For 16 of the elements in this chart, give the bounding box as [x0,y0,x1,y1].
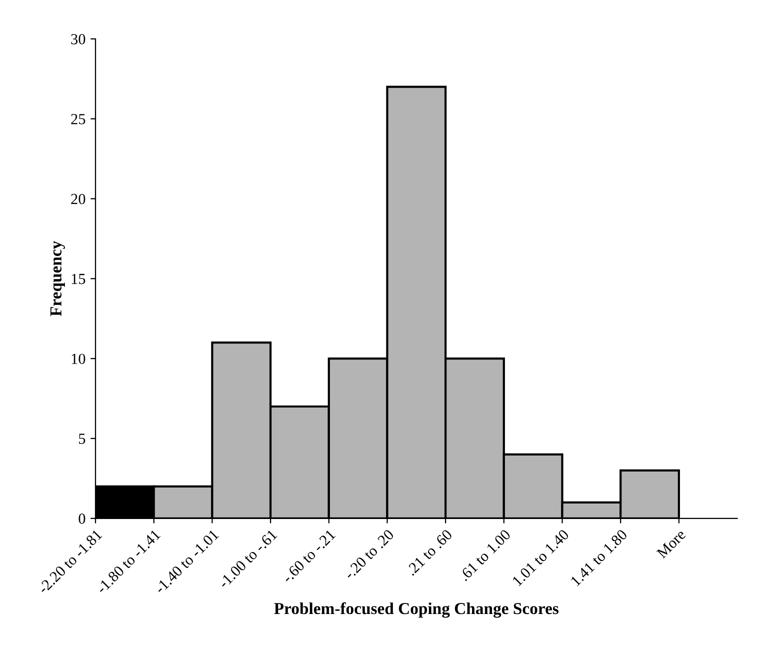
x-tick-label: -.60 to -.21 [282,529,336,584]
y-tick-label: 15 [72,274,86,284]
x-tick-label: 1.41 to 1.80 [570,528,628,586]
x-tick-label: 1.01 to 1.40 [512,528,570,586]
y-tick-label: 30 [71,34,86,44]
y-tick-label: 5 [79,434,86,444]
y-tick-label: 0 [78,514,86,524]
x-tick-label: .21 to .60 [406,528,453,576]
y-axis-title: Frequency [50,240,65,316]
y-tick-label: 10 [72,354,86,364]
x-tick-label: .61 to 1.00 [458,528,512,582]
y-tick-label: 25 [71,114,86,124]
y-tick-label: 20 [71,194,86,204]
x-tick-label: -.20 to .20 [344,528,394,580]
x-tick-label: -1.00 to -.61 [218,529,278,589]
x-axis-title: Problem-focused Coping Change Scores [274,602,558,618]
